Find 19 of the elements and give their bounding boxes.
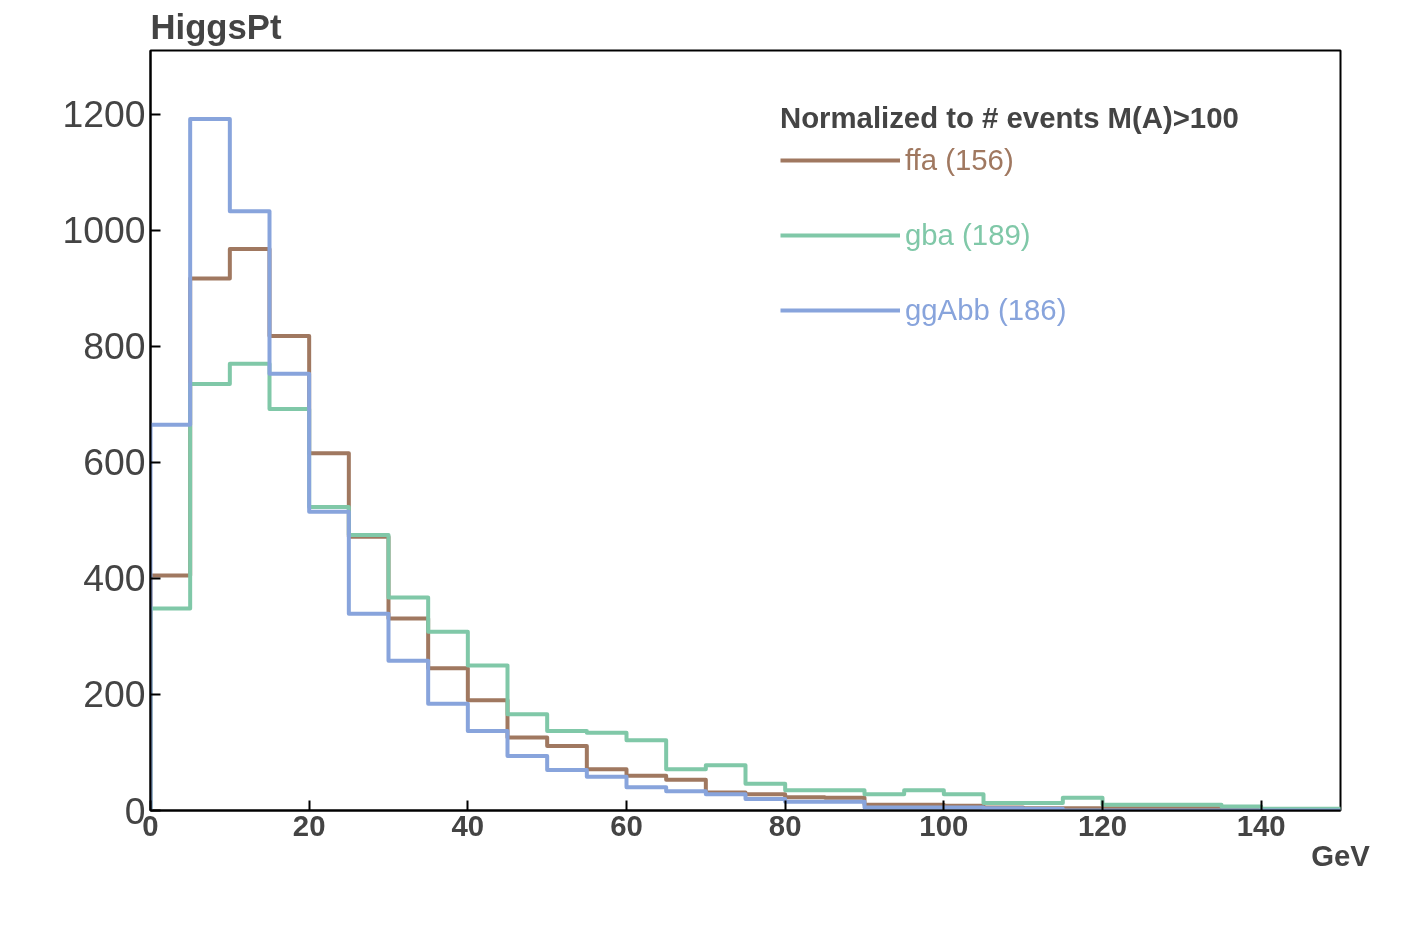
- y-tick-label: 1200: [62, 93, 146, 136]
- x-tick-label: 140: [1236, 808, 1286, 842]
- y-tick-label: 400: [83, 557, 146, 600]
- x-tick-label: 100: [919, 808, 969, 842]
- y-tick-label: 1000: [62, 209, 146, 252]
- legend-title: Normalized to # events M(A)>100: [780, 101, 1239, 135]
- x-tick-label: 80: [768, 808, 802, 842]
- legend-label: ffa (156): [905, 143, 1014, 177]
- legend-label: ggAbb (186): [905, 293, 1067, 327]
- x-tick-label: 60: [610, 808, 643, 842]
- y-tick-label: 200: [83, 673, 146, 716]
- y-tick-label: 600: [83, 441, 146, 484]
- x-tick-label: 20: [292, 808, 326, 842]
- legend-label: gba (189): [905, 218, 1031, 252]
- x-axis-title: GeV: [1311, 838, 1371, 872]
- y-tick-label: 800: [83, 325, 146, 368]
- x-tick-label: 40: [451, 808, 485, 842]
- x-tick-label: 120: [1078, 808, 1127, 842]
- chart-title: HiggsPt: [150, 7, 282, 46]
